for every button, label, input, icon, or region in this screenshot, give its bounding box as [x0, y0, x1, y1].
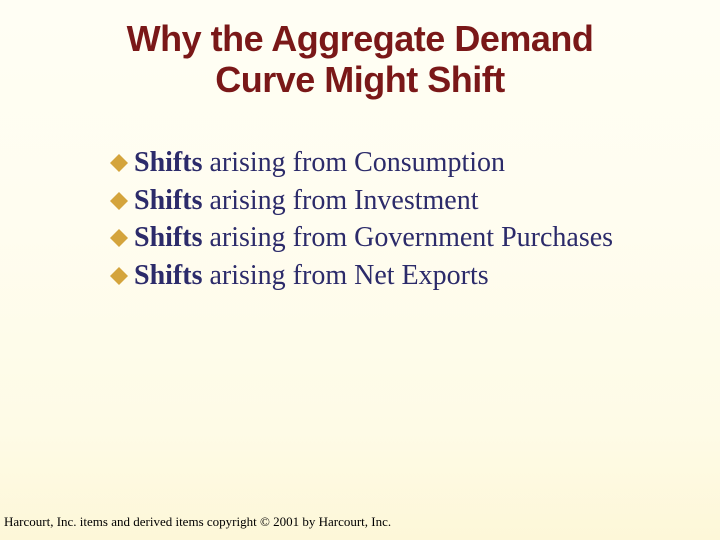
copyright-footer: Harcourt, Inc. items and derived items c…: [4, 514, 391, 530]
bullet-bold: Shifts: [134, 185, 202, 216]
bullet-bold: Shifts: [134, 222, 202, 253]
bullet-rest: arising from Consumption: [202, 147, 505, 178]
slide-title: Why the Aggregate Demand Curve Might Shi…: [0, 0, 720, 101]
bullet-text: Shifts arising from Consumption: [134, 145, 505, 181]
list-item: Shifts arising from Consumption: [110, 145, 650, 181]
list-item: Shifts arising from Net Exports: [110, 258, 650, 294]
bullet-text: Shifts arising from Government Purchases: [134, 220, 613, 256]
list-item: Shifts arising from Investment: [110, 183, 650, 219]
diamond-bullet-icon: [110, 154, 128, 172]
bullet-rest: arising from Investment: [202, 185, 478, 216]
bullet-rest: arising from Government Purchases: [202, 222, 613, 253]
bullet-bold: Shifts: [134, 147, 202, 178]
diamond-bullet-icon: [110, 192, 128, 210]
bullet-text: Shifts arising from Net Exports: [134, 258, 489, 294]
diamond-bullet-icon: [110, 267, 128, 285]
title-line-2: Curve Might Shift: [215, 59, 504, 100]
diamond-bullet-icon: [110, 229, 128, 247]
bullet-text: Shifts arising from Investment: [134, 183, 479, 219]
bullet-rest: arising from Net Exports: [202, 260, 488, 291]
title-line-1: Why the Aggregate Demand: [127, 18, 594, 59]
bullet-list: Shifts arising from Consumption Shifts a…: [0, 145, 720, 294]
list-item: Shifts arising from Government Purchases: [110, 220, 650, 256]
bullet-bold: Shifts: [134, 260, 202, 291]
